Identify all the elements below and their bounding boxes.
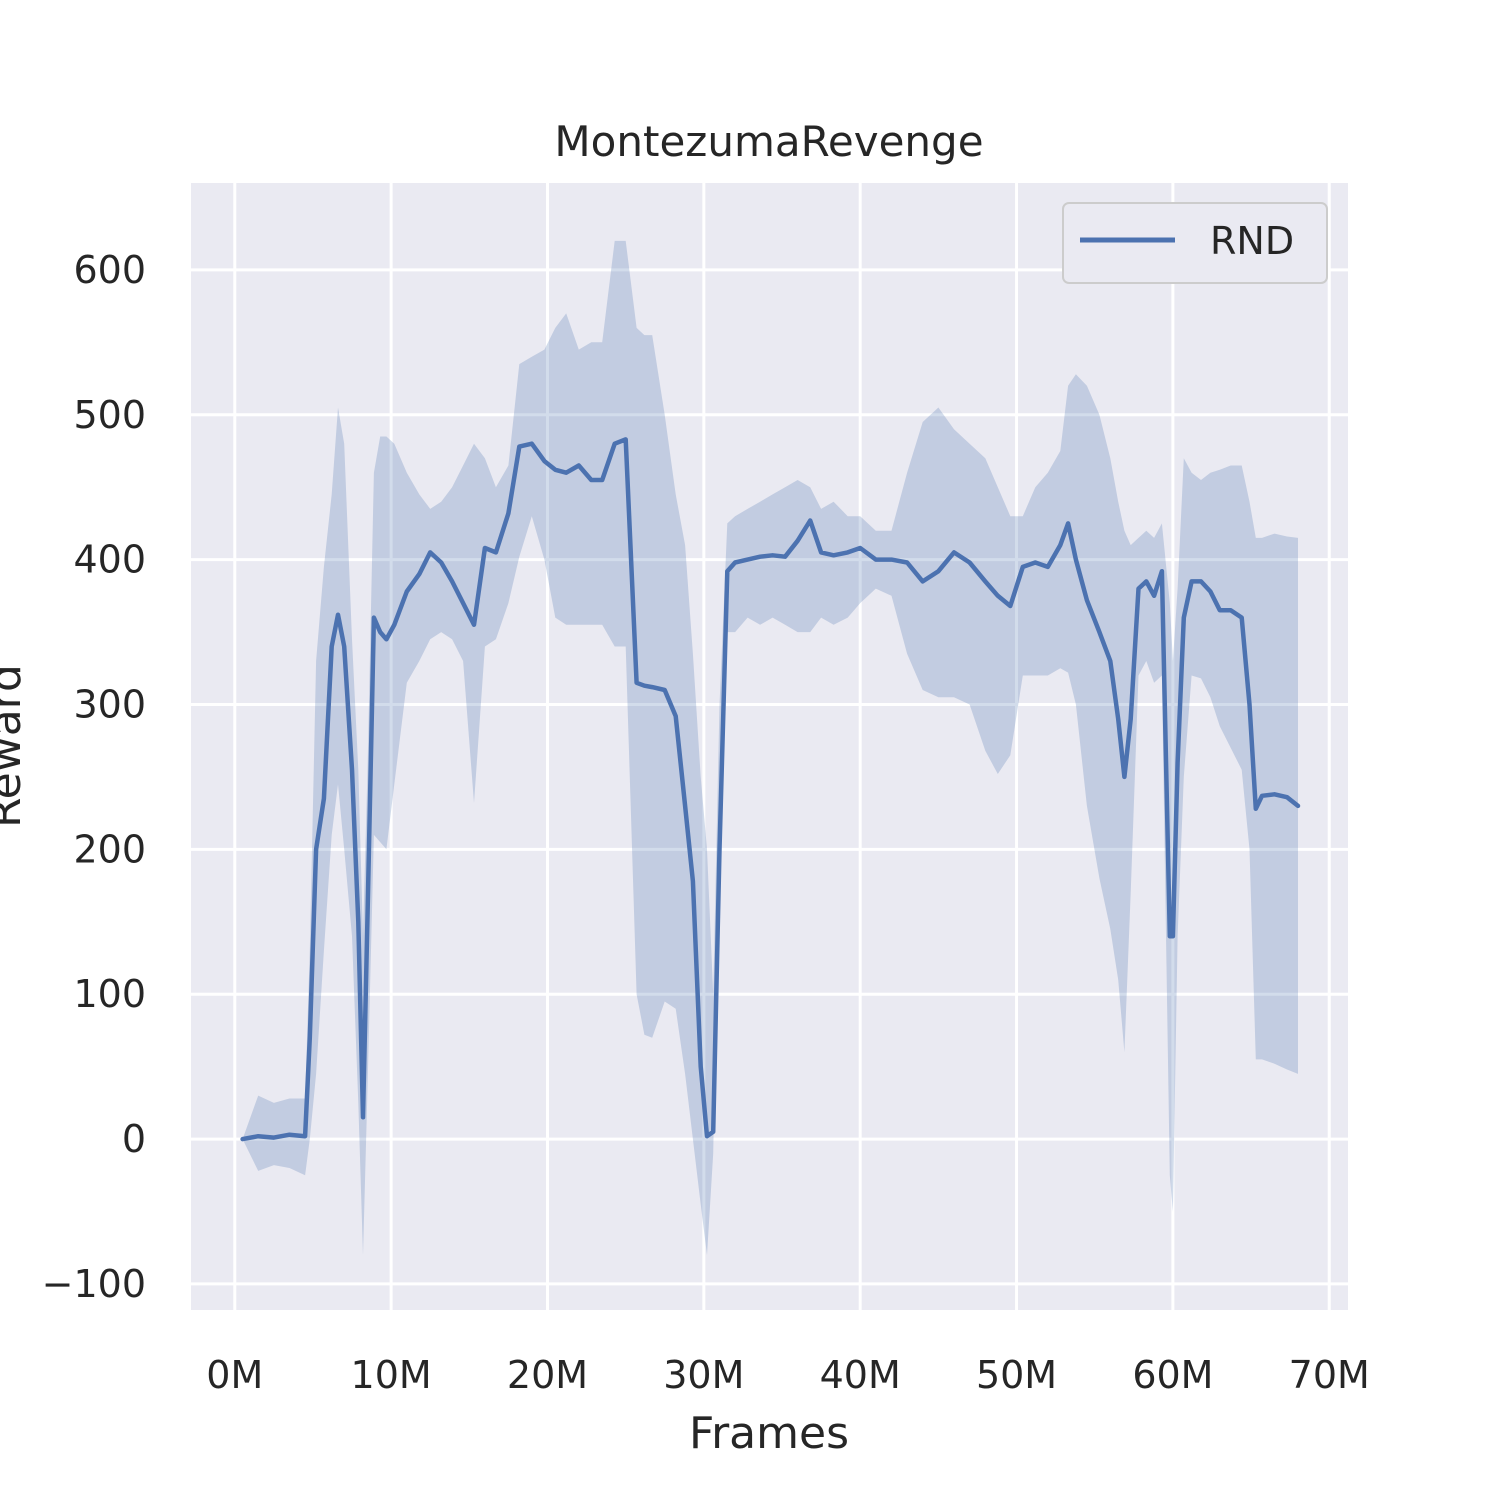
series-line-rnd <box>240 437 1301 1142</box>
x-tick-label: 50M <box>976 1353 1057 1397</box>
x-tick-label: 10M <box>351 1353 432 1397</box>
legend: RND <box>1062 202 1328 284</box>
series-line-layer <box>240 437 1301 1142</box>
y-tick-label: 100 <box>73 972 146 1016</box>
x-tick-label: 40M <box>820 1353 901 1397</box>
y-tick-label: −100 <box>42 1262 146 1306</box>
confidence-band-layer <box>242 240 1299 1255</box>
x-tick-label: 70M <box>1289 1353 1370 1397</box>
x-tick-label: 20M <box>507 1353 588 1397</box>
x-axis-title: Frames <box>689 1408 849 1459</box>
legend-label-rnd: RND <box>1210 219 1294 263</box>
y-axis-ticks: −100 0 100 200 300 400 500 600 <box>42 248 146 1306</box>
x-tick-label: 60M <box>1132 1353 1213 1397</box>
y-tick-label: 500 <box>73 393 146 437</box>
confidence-band <box>242 240 1299 1255</box>
y-tick-label: 200 <box>73 827 146 871</box>
y-axis-title: Reward <box>0 664 31 828</box>
y-tick-label: 400 <box>73 538 146 582</box>
grid <box>191 183 1348 1310</box>
y-tick-label: 0 <box>122 1117 146 1161</box>
y-tick-label: 600 <box>73 248 146 292</box>
y-tick-label: 300 <box>73 682 146 726</box>
plot-area <box>191 183 1348 1310</box>
legend-box <box>1062 202 1328 284</box>
x-tick-label: 30M <box>663 1353 744 1397</box>
x-tick-label: 0M <box>206 1353 263 1397</box>
x-axis-ticks: 0M 10M 20M 30M 40M 50M 60M 70M <box>206 1353 1370 1397</box>
chart-title: MontezumaRevenge <box>554 117 983 166</box>
